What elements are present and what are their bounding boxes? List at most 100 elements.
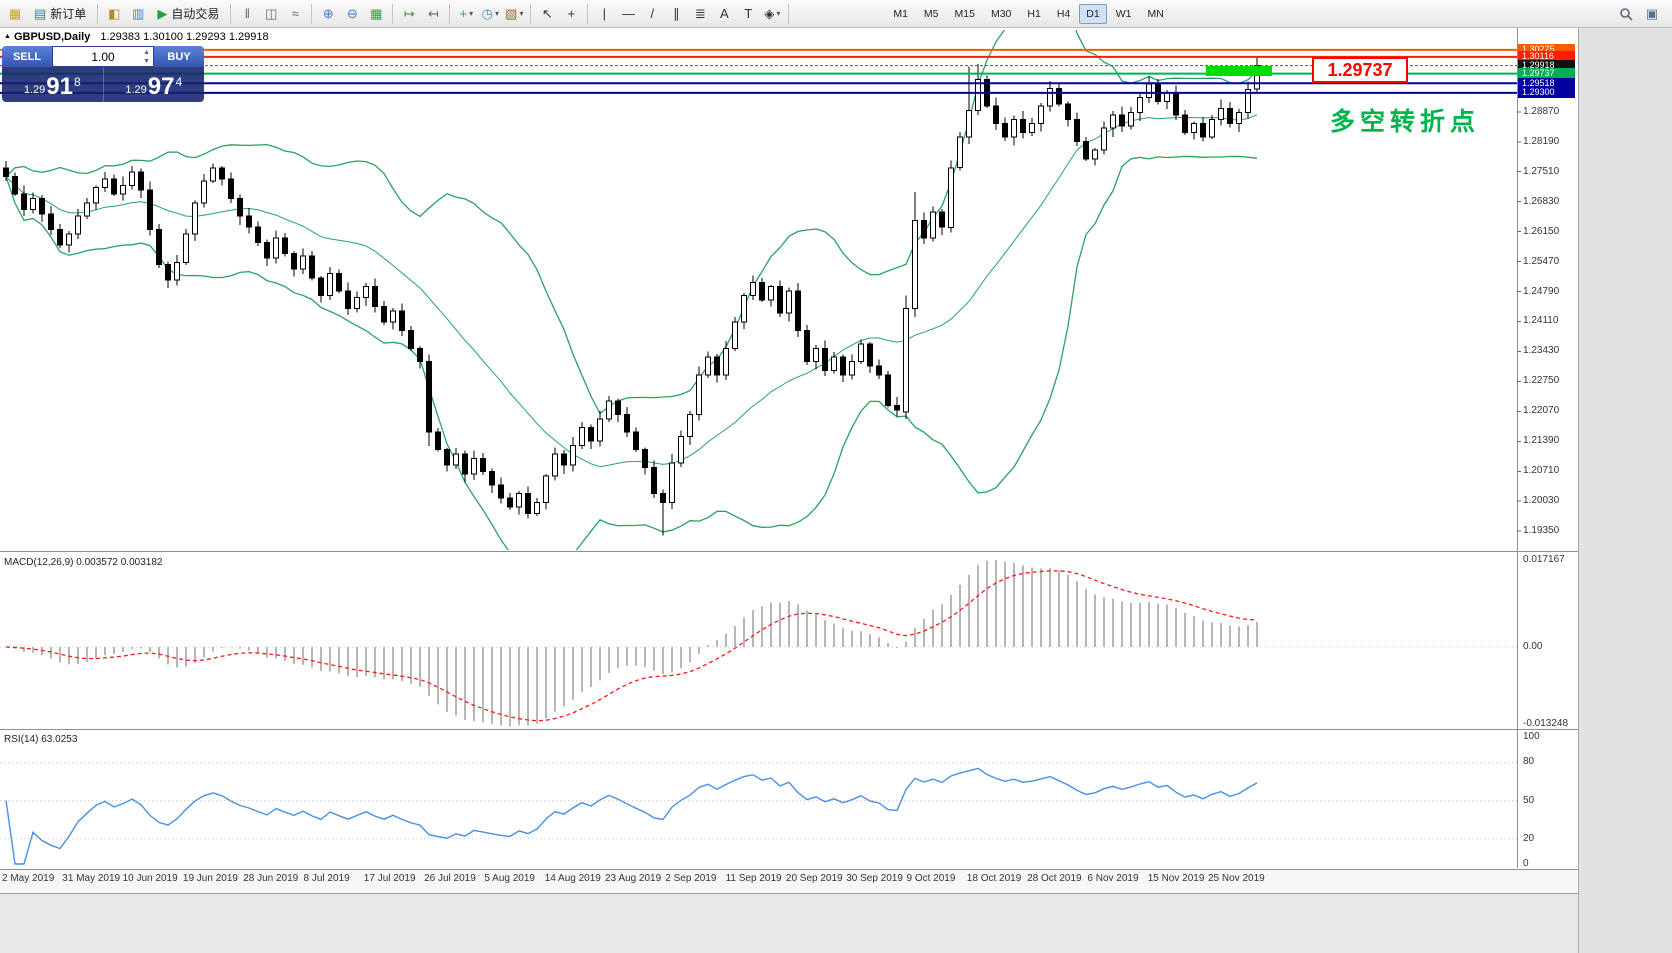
spinner-up-icon[interactable]: ▲ [143, 49, 150, 56]
bar-chart-icon-glyph-icon: ‖ [244, 5, 251, 21]
rsi-line [5, 767, 1258, 865]
date-label: 20 Sep 2019 [785, 873, 843, 884]
date-label: 26 Jul 2019 [424, 873, 476, 884]
buy-price-prefix: 1.29 [125, 84, 147, 96]
timeframe-mn[interactable]: MN [1147, 7, 1164, 20]
sell-button[interactable]: SELL [2, 46, 52, 67]
horizontal-line-icon[interactable]: — [617, 3, 639, 25]
lot-size-value: 1.00 [91, 49, 115, 64]
buy-price-sup: 4 [175, 75, 183, 89]
app-icon[interactable]: ▦ [4, 3, 26, 25]
toolbar-separator [587, 3, 589, 24]
timeframe-m15[interactable]: M15 [954, 7, 975, 20]
channel-icon-glyph-icon: ∥ [673, 5, 680, 21]
new-order-button[interactable]: ▤ 新订单 [28, 3, 92, 25]
zoom-in-icon[interactable]: ⊕ [317, 3, 339, 25]
price-tag: 1.29518 [1518, 77, 1575, 89]
chart-canvas[interactable] [0, 28, 1578, 893]
price-grid-label: 1.28870 [1523, 105, 1560, 117]
crosshair-icon-glyph-icon: + [567, 5, 576, 21]
buy-button[interactable]: BUY [154, 46, 204, 67]
annotation-note[interactable]: 多空转折点 [1330, 108, 1481, 136]
chevron-down-icon: ▾ [495, 9, 500, 18]
timeframe-m1[interactable]: M1 [893, 7, 908, 20]
date-label: 15 Nov 2019 [1147, 873, 1205, 884]
new-order-glyph-icon: ▤ [34, 5, 47, 21]
date-label: 9 Oct 2019 [906, 873, 956, 884]
sell-price-big: 91 [46, 73, 73, 100]
horizontal-line-icon-glyph-icon: — [621, 5, 635, 21]
timeframe-m5[interactable]: M5 [923, 7, 939, 20]
price-tag: 1.29300 [1518, 87, 1575, 99]
toolbar-separator [311, 3, 313, 24]
date-label: 10 Jun 2019 [122, 873, 178, 884]
horizontal-lines [0, 48, 1517, 94]
auto-scroll-icon[interactable]: ↦ [398, 3, 420, 25]
search-icon[interactable] [1616, 3, 1636, 25]
label-icon[interactable]: T [737, 3, 759, 25]
cursor-icon[interactable]: ↖ [536, 3, 558, 25]
toolbar-separator [230, 3, 232, 24]
highlight-rectangle[interactable] [1206, 66, 1272, 76]
sell-price[interactable]: 1.29 91 8 [2, 67, 103, 102]
price-grid-label: 1.20710 [1523, 465, 1560, 477]
date-label: 18 Oct 2019 [966, 873, 1022, 884]
toolbar: ▦ ▤ 新订单 ◧ ▥ ▶ 自动交易 ‖ ◫ ≈ ⊕ ⊖ ▦ ↦ ↤ + ▾ ◷ ▾ ▧ ▾ ↖ + | — / ∥ ≣ A T ◈ ▾ M1 M… [0, 0, 1672, 28]
collapse-arrow-icon[interactable]: ▲ [4, 33, 11, 40]
chevron-down-icon: ▾ [776, 9, 781, 18]
lot-spinner[interactable]: ▲ ▼ [143, 48, 150, 66]
timeframe-w1[interactable]: W1 [1115, 7, 1132, 20]
templates-button[interactable]: ▧ ▾ [503, 3, 525, 25]
price-tag: 1.29737 [1518, 68, 1575, 80]
autotrading-button-label: 自动交易 [171, 7, 220, 21]
date-label: 2 May 2019 [2, 873, 55, 884]
chart-shift-icon[interactable]: ↤ [422, 3, 444, 25]
macd-axis-label: 0.017167 [1523, 554, 1565, 565]
templates-glyph-icon: ▧ [505, 5, 518, 21]
price-grid-label: 1.26150 [1523, 225, 1560, 237]
shapes-icon[interactable]: ◈ ▾ [761, 3, 783, 25]
channel-icon[interactable]: ∥ [665, 3, 687, 25]
bar-chart-icon[interactable]: ‖ [236, 3, 258, 25]
cursor-icon-glyph-icon: ↖ [541, 5, 553, 21]
rsi-axis-label: 50 [1523, 794, 1535, 806]
zoom-out-icon[interactable]: ⊖ [341, 3, 363, 25]
trendline-icon[interactable]: / [641, 3, 663, 25]
date-label: 23 Aug 2019 [605, 873, 662, 884]
candlestick-chart-icon-glyph-icon: ◫ [265, 5, 278, 21]
timeframe-d1[interactable]: D1 [1079, 3, 1107, 24]
timeframe-h1[interactable]: H1 [1027, 7, 1041, 20]
date-label: 19 Jun 2019 [182, 873, 238, 884]
lot-size-input[interactable]: 1.00 ▲ ▼ [52, 46, 154, 67]
crosshair-icon[interactable]: + [560, 3, 582, 25]
price-tag: 1.30275 [1518, 44, 1575, 56]
toolbar-separator [97, 3, 99, 24]
rsi-axis-label: 0 [1523, 858, 1529, 869]
price-callout-box[interactable]: 1.29737 [1312, 57, 1408, 83]
timeframe-h4[interactable]: H4 [1056, 7, 1071, 20]
vertical-line-icon[interactable]: | [593, 3, 615, 25]
chevron-down-icon: ▾ [469, 9, 474, 18]
profiles-icon[interactable]: ▥ [127, 3, 149, 25]
fibonacci-icon[interactable]: ≣ [689, 3, 711, 25]
text-icon[interactable]: A [713, 3, 735, 25]
price-grid-label: 1.20030 [1523, 495, 1560, 507]
buy-price[interactable]: 1.29 97 4 [104, 67, 205, 102]
autotrading-button[interactable]: ▶ 自动交易 [151, 3, 225, 25]
candlestick-chart-icon[interactable]: ◫ [260, 3, 282, 25]
price-grid-label: 1.26830 [1523, 195, 1560, 207]
data-window-icon[interactable]: ▣ [1642, 3, 1662, 25]
line-chart-icon[interactable]: ≈ [284, 3, 306, 25]
timeframe-m30[interactable]: M30 [990, 7, 1012, 20]
label-icon-glyph-icon: T [744, 5, 753, 21]
price-grid-label: 1.24110 [1523, 315, 1559, 327]
tile-windows-icon-glyph-icon: ▦ [370, 5, 383, 21]
indicators-button[interactable]: + ▾ [455, 3, 477, 25]
periods-button[interactable]: ◷ ▾ [479, 3, 501, 25]
date-label: 28 Oct 2019 [1027, 873, 1082, 884]
ohlc-values: 1.29383 1.30100 1.29293 1.29918 [100, 31, 269, 43]
spinner-down-icon[interactable]: ▼ [143, 58, 150, 65]
vertical-line-icon-glyph-icon: | [602, 5, 607, 21]
new-chart-icon[interactable]: ◧ [103, 3, 125, 25]
tile-windows-icon[interactable]: ▦ [365, 3, 387, 25]
